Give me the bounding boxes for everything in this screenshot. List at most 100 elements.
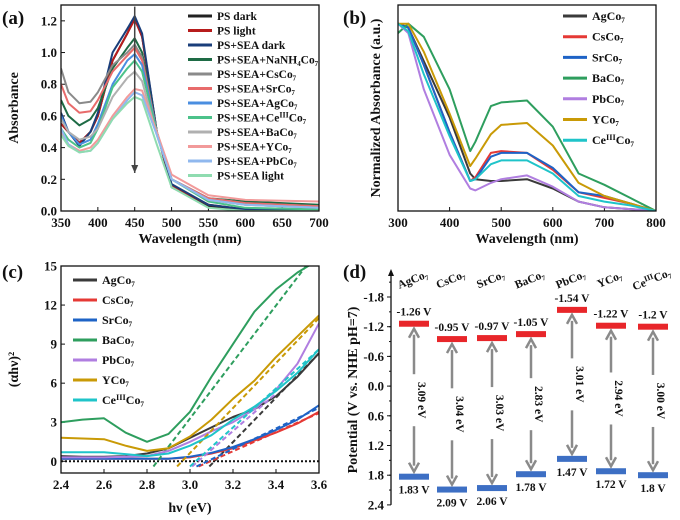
y-tick-label: 1.0 — [41, 45, 57, 60]
y-tick-label: 9 — [51, 337, 58, 352]
conduction-band-bar — [596, 322, 626, 329]
band-gap-label: 3.01 eV — [573, 366, 585, 403]
arrow-down-icon — [407, 462, 421, 475]
band-gap-label: 2.83 eV — [532, 386, 544, 423]
material-label: CeIIICo₇ — [630, 265, 673, 294]
cb-potential-label: -1.2 V — [638, 310, 668, 322]
legend-label: PS+SEA+YCo₇ — [217, 142, 292, 154]
legend-label: PS+SEA+AgCo₇ — [217, 98, 298, 110]
series-line-6 — [398, 22, 656, 211]
arrow-up-icon — [565, 312, 579, 325]
cb-potential-label: -0.95 V — [435, 322, 471, 334]
conduction-band-bar — [437, 336, 467, 343]
x-tick-label: 500 — [162, 215, 182, 230]
y-tick-label: -1.8 — [363, 290, 384, 305]
arrow-down-icon — [524, 459, 538, 472]
arrow-down-icon — [445, 474, 459, 488]
y-axis-label: Absorbance — [7, 72, 22, 144]
plot-frame — [60, 265, 320, 474]
legend-label: PS+SEA+PbCo₇ — [217, 156, 297, 168]
vb-potential-label: 2.06 V — [476, 496, 508, 508]
x-tick-label: 3.2 — [225, 477, 241, 492]
y-tick-label: 12 — [44, 298, 57, 313]
legend-label: CsCo₇ — [592, 30, 624, 44]
x-axis-label: Wavelength (nm) — [475, 232, 578, 247]
material-label: YCo₇ — [596, 270, 625, 291]
fit-line-5 — [176, 317, 319, 468]
series-line-4 — [398, 22, 656, 211]
legend-label: CsCo₇ — [102, 293, 134, 307]
y-axis-label: Normalized Absorbance (a.u.) — [369, 18, 384, 197]
x-tick-label: 3.0 — [182, 477, 198, 492]
panel-label: (b) — [343, 8, 366, 29]
legend-label: CeIIICo₇ — [102, 393, 144, 408]
cb-potential-label: -1.26 V — [397, 307, 433, 319]
x-tick-label: 700 — [595, 215, 615, 230]
y-tick-label: 0.6 — [41, 108, 58, 123]
legend-label: PS+SEA+CsCo₇ — [217, 69, 297, 81]
x-tick-label: 300 — [388, 215, 408, 230]
fit-line-6 — [189, 348, 319, 468]
x-tick-label: 400 — [440, 215, 460, 230]
band-gap-label: 3.09 eV — [415, 382, 427, 419]
cb-potential-label: -1.22 V — [594, 309, 630, 321]
y-tick-label: 0.0 — [368, 379, 384, 394]
band-gap-label: 3.03 eV — [493, 395, 505, 432]
panel-label: (c) — [2, 262, 23, 283]
band-gap-label: 3.04 eV — [453, 396, 465, 433]
legend-label: SrCo₇ — [102, 313, 133, 327]
fit-line-2 — [196, 407, 319, 468]
valence-band-bar — [638, 472, 668, 479]
y-tick-label: 15 — [44, 259, 58, 274]
fit-line-3 — [152, 266, 307, 468]
series-line-7 — [61, 59, 319, 211]
legend-label: PS+SEA light — [217, 171, 284, 183]
y-tick-label: 2.4 — [368, 497, 385, 512]
vb-potential-label: 1.8 V — [640, 483, 666, 495]
legend-label: PS+SEA+BaCo₇ — [217, 127, 297, 139]
material-label: BaCo₇ — [513, 269, 547, 292]
valence-band-bar — [399, 473, 429, 480]
panel-label: (a) — [2, 8, 24, 29]
valence-band-bar — [437, 486, 467, 493]
valence-band-bar — [516, 471, 546, 478]
y-axis-label: Potential (V vs. NHE pH=7) — [346, 306, 361, 473]
legend-label: PS light — [217, 26, 256, 38]
x-axis-label: Wavelength (nm) — [138, 232, 241, 247]
arrow-down-icon — [646, 460, 660, 473]
band-gap-label: 2.94 eV — [612, 380, 624, 417]
arrow-down-icon — [565, 444, 579, 457]
series-line-2 — [398, 22, 656, 211]
legend-label: PbCo₇ — [592, 92, 625, 106]
x-tick-label: 350 — [51, 215, 71, 230]
x-tick-label: 3.4 — [268, 477, 285, 492]
cb-potential-label: -1.05 V — [514, 317, 550, 329]
band-gap-label: 3.00 eV — [654, 383, 666, 420]
y-axis-label: (αhν)² — [7, 352, 22, 387]
legend-label: PbCo₇ — [102, 353, 135, 367]
material-label: CsCo₇ — [435, 269, 468, 292]
material-label: AgCo₇ — [396, 269, 430, 292]
conduction-band-bar — [477, 335, 507, 342]
panel-b: (b) 300 400 500 600 700 800 Wavelength (nm) Norm… — [343, 4, 666, 247]
y-tick-label: 6 — [51, 376, 58, 391]
y-tick-label: 0 — [51, 454, 58, 469]
conduction-band-bar — [516, 331, 546, 338]
material-label: SrCo₇ — [475, 269, 507, 291]
legend-label: AgCo₇ — [102, 273, 135, 287]
fit-line-4 — [191, 392, 277, 468]
series-line-5 — [61, 46, 319, 208]
x-axis-label: hν (eV) — [168, 501, 212, 516]
material-label: PbCo₇ — [554, 269, 588, 292]
x-tick-label: 3.6 — [311, 477, 328, 492]
legend-label: SrCo₇ — [592, 50, 623, 64]
x-tick-label: 650 — [272, 215, 292, 230]
panel-c: (c) 2.4 2.6 2.8 3.0 3.2 3.4 3.6 0 3 6 9 12 15 hν (eV) (… — [2, 259, 328, 517]
cb-potential-label: -0.97 V — [475, 321, 511, 333]
series-line-5 — [398, 22, 656, 211]
legend-label: PS+SEA+CeIIICo₇ — [217, 110, 307, 125]
arrow-down-icon — [485, 473, 499, 486]
arrow-up-icon — [524, 336, 538, 349]
x-tick-label: 600 — [543, 215, 563, 230]
